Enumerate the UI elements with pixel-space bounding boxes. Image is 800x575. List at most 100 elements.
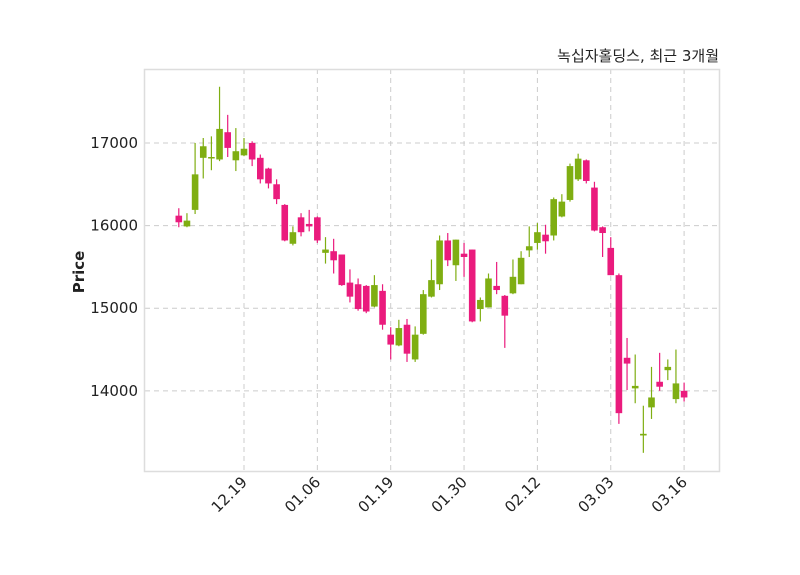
candle-02.25	[583, 159, 590, 184]
candle-02.23	[566, 163, 574, 202]
candle-12.30	[289, 226, 297, 246]
candle-03.11	[656, 352, 663, 391]
candle-body	[273, 184, 280, 200]
candle-12.12	[199, 137, 207, 179]
candle-02.10	[517, 251, 525, 285]
candle-03.09	[640, 405, 647, 453]
candle-body	[460, 253, 468, 257]
candle-body	[248, 142, 256, 160]
candle-01.02	[297, 213, 305, 237]
candle-body	[485, 278, 492, 308]
candle-body	[509, 276, 517, 294]
candle-12.09	[175, 208, 183, 228]
candle-body	[623, 357, 631, 364]
candle-body	[452, 239, 460, 266]
candle-01.05	[305, 209, 313, 232]
candle-01.13	[354, 278, 362, 311]
candle-03.06	[631, 354, 639, 404]
candle-body	[322, 249, 329, 253]
candle-03.16	[680, 382, 688, 402]
candle-body	[583, 160, 590, 181]
candle-01.20	[395, 319, 403, 347]
x-tick-label: 01.30	[428, 473, 471, 516]
candle-body	[436, 240, 443, 285]
chart-title: 녹십자홀딩스, 최근 3개월	[557, 47, 719, 65]
x-tick-label: 12.19	[208, 473, 251, 516]
candle-body	[542, 234, 549, 242]
candle-body	[199, 146, 207, 158]
candle-body	[330, 251, 337, 261]
candle-body	[183, 220, 191, 227]
candle-02.12	[534, 223, 541, 250]
candle-12.23	[257, 154, 264, 184]
x-axis-ticks: 12.19 01.06 01.19 01.30 02.12 03.03 03.16	[208, 473, 691, 516]
x-tick-label: 01.19	[354, 473, 397, 516]
candle-03.13	[672, 349, 680, 404]
candles	[175, 86, 688, 453]
candle-02.03	[477, 297, 484, 322]
candle-01.09	[338, 254, 346, 286]
candle-03.05	[623, 337, 631, 391]
y-axis-label: Price	[70, 251, 88, 294]
candle-body	[640, 433, 647, 436]
candle-01.23	[420, 290, 427, 335]
candle-12.26	[273, 179, 280, 205]
candle-01.30	[460, 242, 468, 277]
candle-body	[525, 246, 533, 251]
y-axis-ticks: 14000 15000 16000 17000	[90, 134, 138, 400]
candle-01.16	[379, 284, 386, 330]
candle-02.27	[599, 226, 606, 257]
candle-body	[672, 383, 680, 400]
candle-body	[566, 166, 574, 200]
candle-body	[428, 280, 435, 297]
candle-02.13	[542, 224, 549, 254]
candle-body	[257, 157, 264, 180]
candle-body	[648, 397, 655, 408]
candle-02.04	[485, 273, 492, 308]
candle-body	[403, 324, 411, 354]
candle-body	[387, 334, 394, 345]
candle-body	[371, 285, 378, 307]
candle-12.10	[183, 213, 191, 228]
candle-12.17	[224, 114, 231, 158]
candle-body	[395, 328, 403, 346]
candle-body	[607, 247, 615, 276]
candle-body	[444, 240, 452, 261]
candle-02.11	[525, 226, 533, 257]
candle-body	[314, 217, 321, 241]
candle-body	[468, 249, 476, 322]
candle-12.18	[232, 128, 240, 172]
x-tick-label: 03.16	[648, 473, 691, 516]
candle-12.19	[240, 137, 248, 157]
grid	[145, 69, 720, 471]
candle-12.16	[216, 86, 223, 162]
candle-body	[501, 295, 509, 316]
candle-body	[493, 285, 500, 291]
y-tick-label: 15000	[90, 299, 138, 317]
candle-02.26	[591, 181, 598, 232]
candle-12.24	[265, 167, 272, 189]
candle-02.06	[501, 294, 509, 348]
y-tick-label: 14000	[90, 382, 138, 400]
candle-body	[265, 168, 272, 184]
candle-01.14	[362, 285, 370, 314]
candle-body	[281, 204, 289, 241]
candle-12.15	[208, 136, 215, 171]
candle-body	[411, 334, 419, 360]
candle-12.11	[191, 142, 199, 215]
candle-01.21	[403, 318, 411, 362]
candle-01.27	[436, 235, 443, 291]
candle-body	[289, 232, 297, 244]
candle-body	[631, 385, 639, 389]
candle-body	[208, 157, 215, 159]
candle-body	[379, 290, 386, 325]
candle-01.12	[346, 269, 354, 303]
candle-body	[591, 187, 598, 231]
candle-body	[558, 201, 566, 217]
candle-body	[656, 381, 663, 387]
candle-body	[615, 275, 623, 414]
candle-body	[420, 294, 427, 334]
candle-02.19	[550, 197, 557, 241]
candle-03.03	[607, 237, 615, 276]
